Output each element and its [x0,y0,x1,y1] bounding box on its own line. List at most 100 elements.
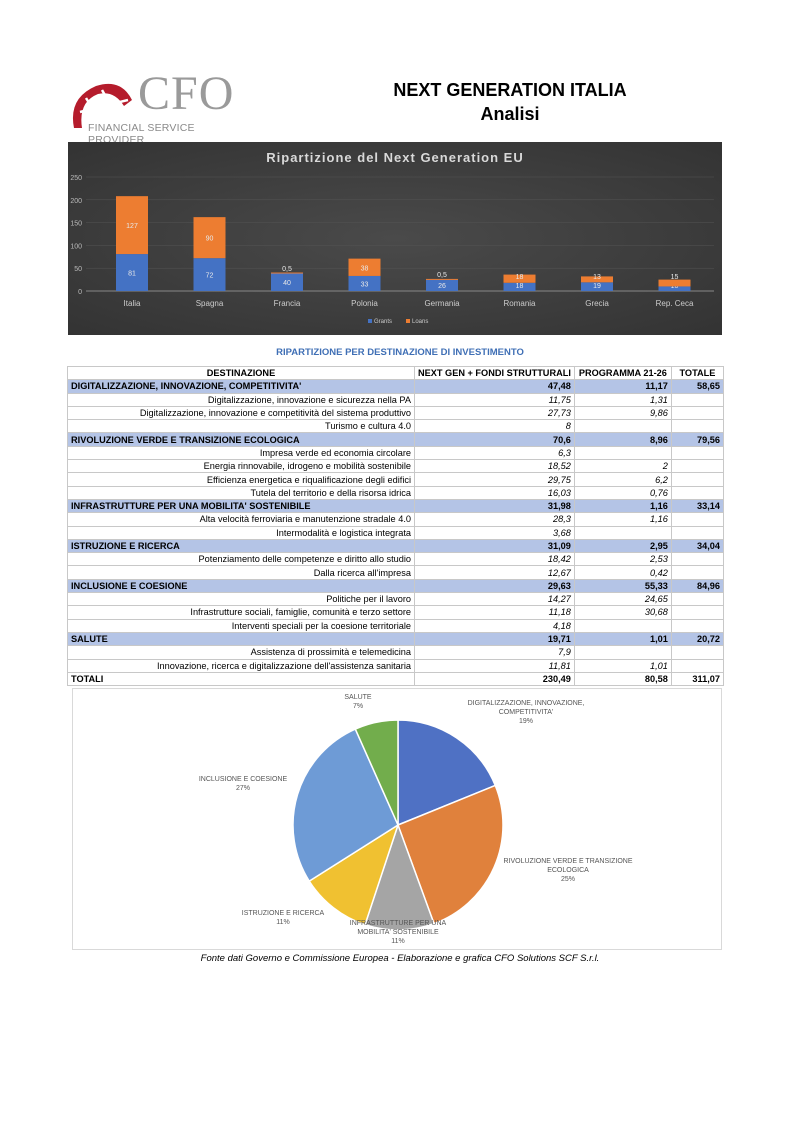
row-label: Digitalizzazione, innovazione e sicurezz… [67,392,415,407]
row-label: Dalla ricerca all'impresa [67,565,415,580]
bar-grants [581,282,613,291]
cell-value: 27,73 [414,405,575,421]
cell-value [670,658,725,673]
cfo-logo: CFO FINANCIAL SERVICE PROVIDER [66,70,246,146]
cell-value [670,472,725,487]
data-label: 13 [593,274,601,281]
cell-value: 58,65 [670,379,725,394]
cell-value [573,445,672,461]
row-label: SALUTE [67,631,415,647]
bar-loans [658,279,691,287]
row-label: Assistenza di prossimità e telemedicina [67,645,415,660]
group-row: RIVOLUZIONE VERDE E TRANSIZIONE ECOLOGIC… [67,432,725,447]
data-label: 81 [128,271,136,278]
pie-chart: DIGITALIZZAZIONE, INNOVAZIONE, COMPETITI… [72,688,722,950]
table-row: Interventi speciali per la coesione terr… [67,618,725,633]
row-label: INCLUSIONE E COESIONE [67,578,415,594]
cell-value: 18,42 [414,552,575,567]
table-row: Assistenza di prossimità e telemedicina 7… [67,645,725,660]
cell-value: 2,95 [573,538,672,554]
cell-value: 11,81 [414,658,575,673]
cell-value [670,419,725,434]
x-tick-label: Spagna [196,299,224,308]
cell-value [670,512,725,527]
cell-value: 11,17 [573,379,672,394]
cell-value: 70,6 [414,432,575,447]
cell-value: 1,16 [573,512,672,527]
source-note: Fonte dati Governo e Commissione Europea… [200,953,600,964]
cell-value [573,525,672,540]
table-row: Dalla ricerca all'impresa 12,67 0,42 [67,565,725,580]
cell-value: 2,53 [573,552,672,567]
pie-slice [354,719,399,826]
cell-value: 20,72 [670,631,725,647]
cell-value: 31,09 [414,538,575,554]
data-label: 72 [206,273,214,280]
cell-value: 8 [414,419,575,434]
logo-name: CFO [138,67,235,120]
x-tick-label: Germania [424,299,460,308]
row-label: Intermodalità e logistica integrata [67,525,415,540]
cell-value: 24,65 [573,592,672,607]
cell-value: 1,01 [573,631,672,647]
row-label: ISTRUZIONE E RICERCA [67,538,415,554]
investment-table: DESTINAZIONE NEXT GEN + FONDI STRUTTURAL… [67,365,725,687]
pie-label: SALUTE 7% [333,693,383,711]
x-tick-label: Italia [124,299,141,308]
pie-label-name: ISTRUZIONE E RICERCA [241,910,325,917]
row-label: Turismo e cultura 4.0 [67,419,415,434]
row-label: Efficienza energetica e riqualificazione… [67,472,415,487]
table-row: Impresa verde ed economia circolare 6,3 [67,445,725,461]
pie-slice [397,719,497,827]
col-header: TOTALE [670,365,725,381]
pie-label-percent: 19% [518,718,533,725]
row-label: Innovazione, ricerca e digitalizzazione … [67,658,415,673]
data-label: 15 [671,274,679,281]
cell-value: 7,9 [414,645,575,660]
pie-label-percent: 11% [391,938,405,945]
data-label: 127 [126,223,138,230]
bar-chart-svg: 0 50 100 150 200 250 81 127 Italia 72 90 Spagna 40 0,… [70,175,714,325]
cell-value [670,565,725,580]
table-row: Energia rinnovabile, idrogeno e mobilità… [67,459,725,474]
data-label: 0,5 [437,272,447,279]
table-row: Politiche per il lavoro 14,27 24,65 [67,592,725,607]
cell-value: 11,75 [414,392,575,407]
subtitle-line: Analisi [480,104,540,124]
bar-loans [581,276,613,283]
bar-grants [271,272,303,291]
cell-value: 1,16 [573,498,672,514]
cell-value: 18,52 [414,459,575,474]
table-row: Turismo e cultura 4.0 8 [67,419,725,434]
cell-value [670,605,725,620]
cell-value: 14,27 [414,592,575,607]
cell-value [670,392,725,407]
cell-value [670,525,725,540]
data-label: 19 [593,283,601,290]
cell-value: 16,03 [414,485,575,500]
y-tick-label: 100 [70,243,82,250]
cell-value: 2 [573,459,672,474]
cell-value: 4,18 [414,618,575,633]
cell-value: 29,75 [414,472,575,487]
cell-value: 1,01 [573,658,672,673]
cell-value: 0,76 [573,485,672,500]
pie-label-percent: 7% [352,703,364,710]
pie-label-name: SALUTE [344,694,372,701]
cell-value [670,459,725,474]
row-label: TOTALI [67,671,415,687]
pie-label-name: DIGITALIZZAZIONE, INNOVAZIONE, COMPETITI… [467,700,585,716]
group-row: DIGITALIZZAZIONE, INNOVAZIONE, COMPETITI… [67,379,725,394]
pie-label: INCLUSIONE E COESIONE 27% [193,775,293,793]
cell-value: 79,56 [670,432,725,447]
row-label: INFRASTRUTTURE PER UNA MOBILITA' SOSTENI… [67,498,415,514]
data-label: 90 [206,236,214,243]
row-label: Impresa verde ed economia circolare [67,445,415,461]
cell-value: 30,68 [573,605,672,620]
bar-chart: 0 50 100 150 200 250 81 127 Italia 72 90 Spagna 40 0,… [68,142,722,335]
row-label: Alta velocità ferroviaria e manutenzione… [67,512,415,527]
data-label: 33 [361,281,369,288]
table-row: Intermodalità e logistica integrata 3,68 [67,525,725,540]
pie-label-name: INFRASTRUTTURE PER UNA MOBILITA' SOSTENI… [349,920,447,936]
bar-grants [116,254,148,291]
